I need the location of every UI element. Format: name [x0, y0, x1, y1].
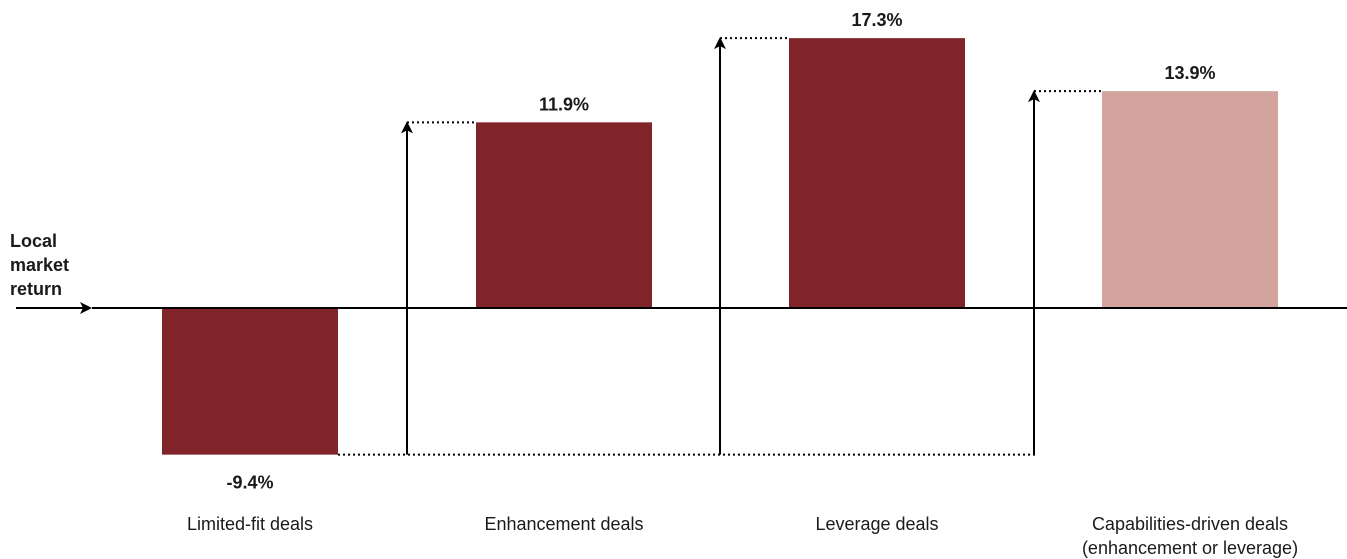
category-labels: Limited-fit deals Enhancement deals Levera…	[187, 514, 1298, 558]
value-labels: -9.4% 11.9% 17.3% 13.9%	[226, 10, 1215, 493]
value-label-0: -9.4%	[226, 473, 273, 493]
category-label-1-0: Enhancement deals	[484, 514, 643, 534]
baseline-label-line-1: market	[10, 255, 69, 275]
category-label-0-0: Limited-fit deals	[187, 514, 313, 534]
baseline-label: Local market return	[10, 231, 69, 299]
value-label-2: 17.3%	[851, 10, 902, 30]
bar-0	[162, 308, 338, 455]
category-label-3-0: Capabilities-driven deals	[1092, 514, 1288, 534]
bars	[162, 38, 1278, 455]
bar-1	[476, 122, 652, 308]
baseline-label-line-0: Local	[10, 231, 57, 251]
difference-guides	[338, 37, 1102, 456]
category-label-3-1: (enhancement or leverage)	[1082, 538, 1298, 558]
bar-3	[1102, 91, 1278, 308]
baseline-label-line-2: return	[10, 279, 62, 299]
value-label-1: 11.9%	[539, 94, 589, 114]
value-label-3: 13.9%	[1164, 63, 1215, 83]
bar-2	[789, 38, 965, 309]
category-label-2-0: Leverage deals	[815, 514, 938, 534]
